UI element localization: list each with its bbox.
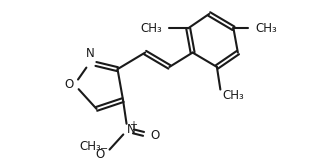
Text: CH₃: CH₃ (79, 140, 101, 153)
Text: N: N (126, 123, 135, 136)
Text: −: − (100, 144, 108, 154)
Text: O: O (64, 78, 73, 91)
Text: O: O (95, 148, 104, 161)
Text: N: N (85, 47, 94, 60)
Text: CH₃: CH₃ (140, 22, 162, 35)
Text: CH₃: CH₃ (255, 22, 277, 35)
Text: O: O (151, 129, 160, 142)
Text: CH₃: CH₃ (222, 89, 244, 102)
Text: +: + (129, 120, 137, 130)
